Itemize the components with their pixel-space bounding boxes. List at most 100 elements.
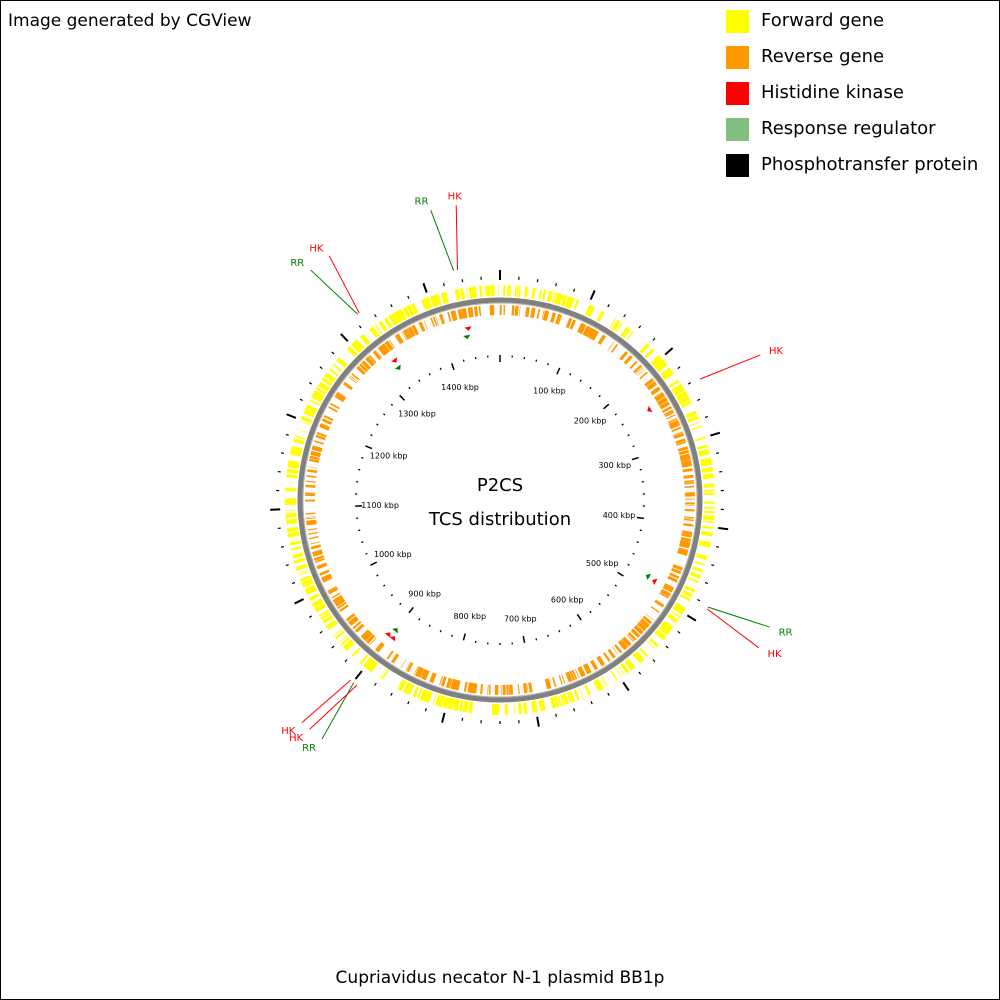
reverse-gene bbox=[386, 340, 394, 350]
inner-tick bbox=[631, 456, 639, 461]
forward-gene bbox=[314, 603, 327, 613]
forward-gene bbox=[397, 309, 406, 321]
outer-tick bbox=[718, 526, 729, 531]
reverse-gene bbox=[666, 414, 676, 420]
reverse-gene bbox=[531, 307, 536, 319]
reverse-gene bbox=[592, 331, 599, 341]
reverse-gene bbox=[677, 549, 688, 556]
reverse-gene bbox=[470, 682, 476, 694]
reverse-gene bbox=[680, 540, 691, 545]
forward-gene bbox=[662, 369, 673, 378]
forward-gene bbox=[664, 373, 675, 381]
outer-tick bbox=[677, 630, 681, 634]
forward-gene bbox=[315, 386, 327, 395]
inner-tick bbox=[522, 635, 526, 644]
reverse-gene bbox=[314, 558, 325, 563]
forward-gene-swatch bbox=[726, 10, 749, 33]
reverse-gene bbox=[307, 527, 318, 531]
forward-gene bbox=[454, 699, 461, 711]
outer-tick bbox=[697, 598, 701, 602]
forward-gene bbox=[615, 322, 623, 333]
inner-tick bbox=[547, 634, 549, 637]
forward-gene bbox=[613, 321, 621, 332]
forward-gene bbox=[468, 287, 472, 299]
reverse-gene bbox=[467, 682, 473, 693]
forward-gene bbox=[302, 581, 314, 588]
reverse-gene bbox=[406, 662, 414, 673]
forward-gene bbox=[304, 584, 316, 593]
reverse-gene bbox=[574, 668, 580, 679]
forward-gene bbox=[701, 531, 713, 537]
outer-tick bbox=[407, 295, 410, 299]
forward-gene bbox=[429, 295, 437, 308]
reverse-gene bbox=[676, 441, 687, 446]
forward-gene bbox=[297, 569, 309, 574]
forward-gene bbox=[296, 428, 308, 434]
forward-gene bbox=[694, 436, 706, 442]
reverse-gene bbox=[583, 663, 591, 674]
reverse-gene bbox=[596, 657, 603, 667]
forward-gene bbox=[374, 324, 383, 335]
reverse-gene bbox=[514, 305, 519, 316]
outer-tick bbox=[711, 564, 715, 567]
forward-gene bbox=[674, 388, 685, 396]
outer-tick bbox=[285, 564, 289, 567]
reverse-gene bbox=[650, 606, 660, 614]
reverse-gene bbox=[334, 396, 344, 403]
reverse-gene bbox=[607, 648, 616, 659]
reverse-gene bbox=[306, 519, 317, 523]
reverse-gene bbox=[409, 326, 416, 337]
reverse-gene bbox=[655, 394, 666, 402]
forward-gene bbox=[301, 578, 313, 586]
outer-tick bbox=[686, 614, 697, 622]
forward-gene bbox=[698, 541, 711, 548]
inner-tick bbox=[408, 606, 414, 614]
outer-tick bbox=[331, 351, 335, 355]
reverse-gene bbox=[308, 458, 320, 463]
reverse-gene bbox=[512, 305, 515, 316]
outer-tick bbox=[340, 333, 349, 342]
inner-tick bbox=[361, 456, 364, 459]
inner-tick bbox=[376, 423, 379, 426]
reverse-gene bbox=[566, 671, 572, 683]
forward-gene bbox=[379, 668, 386, 679]
outer-tick bbox=[697, 398, 701, 402]
forward-gene bbox=[368, 661, 379, 673]
forward-gene bbox=[655, 360, 666, 370]
reverse-gene bbox=[324, 415, 334, 421]
reverse-gene bbox=[395, 334, 403, 344]
reverse-gene bbox=[661, 589, 671, 596]
forward-gene bbox=[300, 574, 311, 581]
forward-gene bbox=[524, 286, 527, 298]
rr-label: RR bbox=[779, 627, 793, 638]
reverse-gene bbox=[322, 576, 332, 582]
feature-callout-line bbox=[301, 679, 352, 724]
forward-gene bbox=[662, 620, 674, 631]
reverse-gene bbox=[309, 456, 320, 461]
forward-gene bbox=[348, 345, 358, 356]
forward-gene bbox=[656, 361, 668, 373]
forward-gene bbox=[541, 289, 547, 301]
reverse-gene bbox=[681, 533, 692, 538]
reverse-gene bbox=[480, 684, 484, 695]
forward-gene bbox=[403, 682, 412, 694]
reverse-gene bbox=[645, 379, 654, 387]
reverse-gene bbox=[414, 666, 422, 677]
forward-gene bbox=[653, 358, 664, 368]
forward-gene bbox=[673, 603, 686, 613]
forward-gene bbox=[651, 356, 662, 365]
reverse-gene bbox=[430, 317, 436, 328]
forward-gene bbox=[351, 647, 361, 657]
forward-gene bbox=[669, 379, 680, 388]
forward-gene bbox=[593, 679, 602, 691]
forward-gene bbox=[698, 449, 710, 454]
reverse-gene bbox=[473, 683, 478, 694]
reverse-gene bbox=[469, 307, 472, 318]
inner-tick bbox=[598, 394, 601, 398]
reverse-gene bbox=[681, 459, 692, 465]
legend-label: Phosphotransfer protein bbox=[761, 154, 979, 175]
outer-tick bbox=[665, 645, 669, 649]
forward-gene bbox=[443, 292, 448, 304]
reverse-gene bbox=[577, 322, 585, 334]
